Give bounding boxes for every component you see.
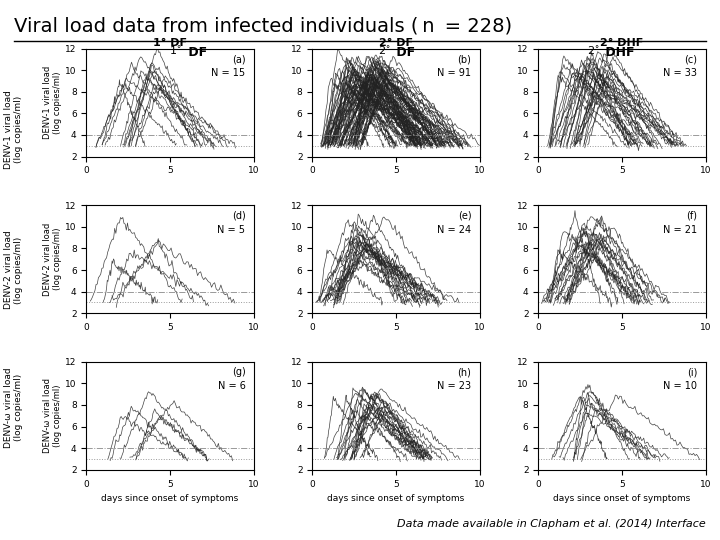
Text: N = 15: N = 15 [211,68,246,78]
Text: DENV-2 viral load
(log copies/ml): DENV-2 viral load (log copies/ml) [4,231,23,309]
Text: (c): (c) [684,54,697,64]
Text: DF: DF [392,46,415,59]
Text: (e): (e) [458,211,472,221]
Text: DF: DF [184,46,207,59]
Text: °: ° [176,45,181,54]
X-axis label: days since onset of symptoms: days since onset of symptoms [102,494,239,503]
Text: N = 5: N = 5 [217,225,246,235]
Text: (b): (b) [457,54,472,64]
Text: DENV-1 viral load
(log copies/ml): DENV-1 viral load (log copies/ml) [4,90,23,169]
Text: (i): (i) [687,367,697,377]
Text: N = 21: N = 21 [663,225,697,235]
Text: 1: 1 [169,46,176,56]
Text: N = 23: N = 23 [437,381,472,391]
Y-axis label: DENV-1 viral load
(log copies/ml): DENV-1 viral load (log copies/ml) [43,66,63,139]
Text: DENV-ω viral load
(log copies/ml): DENV-ω viral load (log copies/ml) [4,367,23,448]
Text: °: ° [594,45,598,54]
Text: °: ° [385,45,390,54]
X-axis label: days since onset of symptoms: days since onset of symptoms [328,494,464,503]
Text: Viral load data from infected individuals ( n  = 228): Viral load data from infected individual… [14,16,513,35]
Text: (g): (g) [232,367,246,377]
Title: 2° DF: 2° DF [379,38,413,48]
Text: 2: 2 [378,46,385,56]
Text: N = 33: N = 33 [663,68,697,78]
Y-axis label: DENV-ω viral load
(log copies/ml): DENV-ω viral load (log copies/ml) [43,379,63,453]
Text: (a): (a) [232,54,246,64]
Text: (h): (h) [457,367,472,377]
Text: N = 6: N = 6 [217,381,246,391]
Text: (f): (f) [686,211,697,221]
Text: N = 91: N = 91 [437,68,472,78]
Text: 2: 2 [587,46,594,56]
X-axis label: days since onset of symptoms: days since onset of symptoms [553,494,690,503]
Text: N = 24: N = 24 [437,225,472,235]
Y-axis label: DENV-2 viral load
(log copies/ml): DENV-2 viral load (log copies/ml) [43,222,63,296]
Text: (d): (d) [232,211,246,221]
Text: Data made available in Clapham et al. (2014) Interface: Data made available in Clapham et al. (2… [397,519,706,529]
Title: 2° DHF: 2° DHF [600,38,644,48]
Text: DHF: DHF [601,46,635,59]
Title: 1° DF: 1° DF [153,38,187,48]
Text: N = 10: N = 10 [663,381,697,391]
